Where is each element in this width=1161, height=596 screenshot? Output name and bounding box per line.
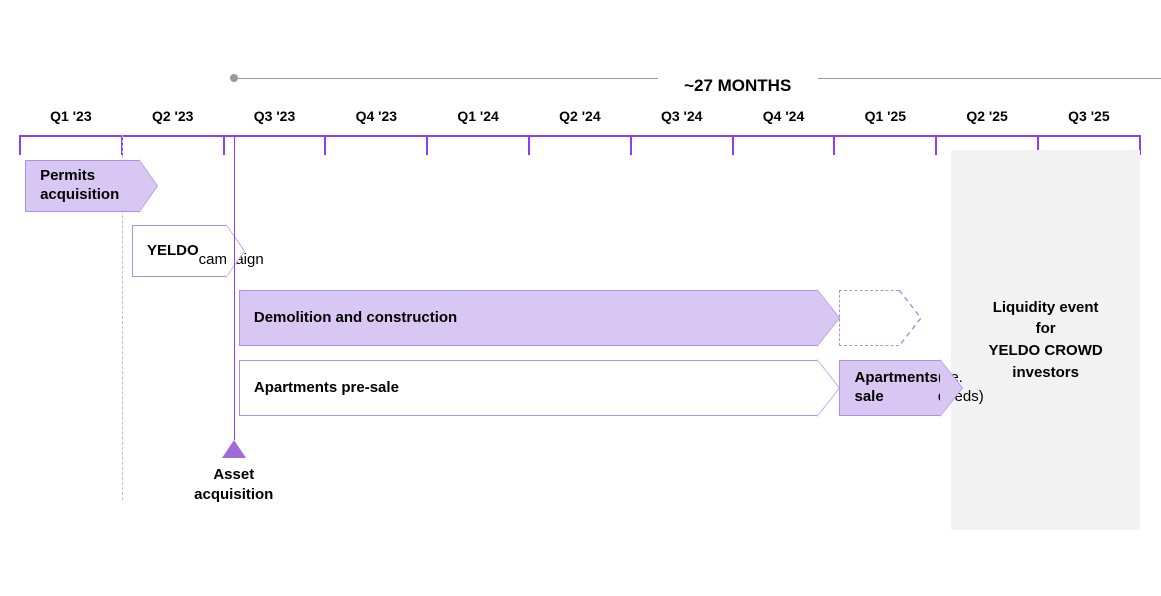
quarter-label: Q3 '25 [1044,108,1134,124]
phase-presale: Apartments pre-sale [239,360,840,416]
axis-tick [630,135,632,155]
duration-dot-start [230,74,238,82]
quarter-label: Q3 '23 [230,108,320,124]
phase-label: Demolition and construction [239,290,818,346]
axis-tick [732,135,734,155]
phase-yeldo: YELDOcampaign [132,225,244,277]
axis-tick [19,135,21,155]
axis-tick [528,135,530,155]
quarter-label: Q4 '24 [739,108,829,124]
axis-tick [426,135,428,155]
phase-permits: Permitsacquisition [25,160,157,212]
quarter-label: Q1 '24 [433,108,523,124]
phase-label: Apartmentssale (i.e.deeds) [839,360,939,416]
timeline-axis [20,135,1140,137]
phase-label: Permitsacquisition [25,160,139,212]
phase-label [839,290,898,346]
quarter-label: Q2 '23 [128,108,218,124]
phase-sale: Apartmentssale (i.e.deeds) [839,360,961,416]
milestone-label: Assetacquisition [174,465,294,504]
phase-label: Apartments pre-sale [239,360,818,416]
liquidity-event-box: Liquidity eventforYELDO CROWDinvestors [951,150,1139,530]
phase-demo: Demolition and construction [239,290,840,346]
axis-tick [223,135,225,155]
axis-tick [833,135,835,155]
quarter-label: Q1 '23 [26,108,116,124]
axis-tick [324,135,326,155]
quarter-label: Q3 '24 [637,108,727,124]
quarter-label: Q4 '23 [331,108,421,124]
quarter-label: Q2 '24 [535,108,625,124]
quarter-label: Q2 '25 [942,108,1032,124]
milestone-marker-icon [222,440,246,458]
axis-tick [935,135,937,155]
duration-label: ~27 MONTHS [658,76,818,96]
milestone-line [234,135,235,440]
phase-demo_ext [839,290,920,346]
phase-label: YELDOcampaign [132,225,226,277]
quarter-label: Q1 '25 [840,108,930,124]
